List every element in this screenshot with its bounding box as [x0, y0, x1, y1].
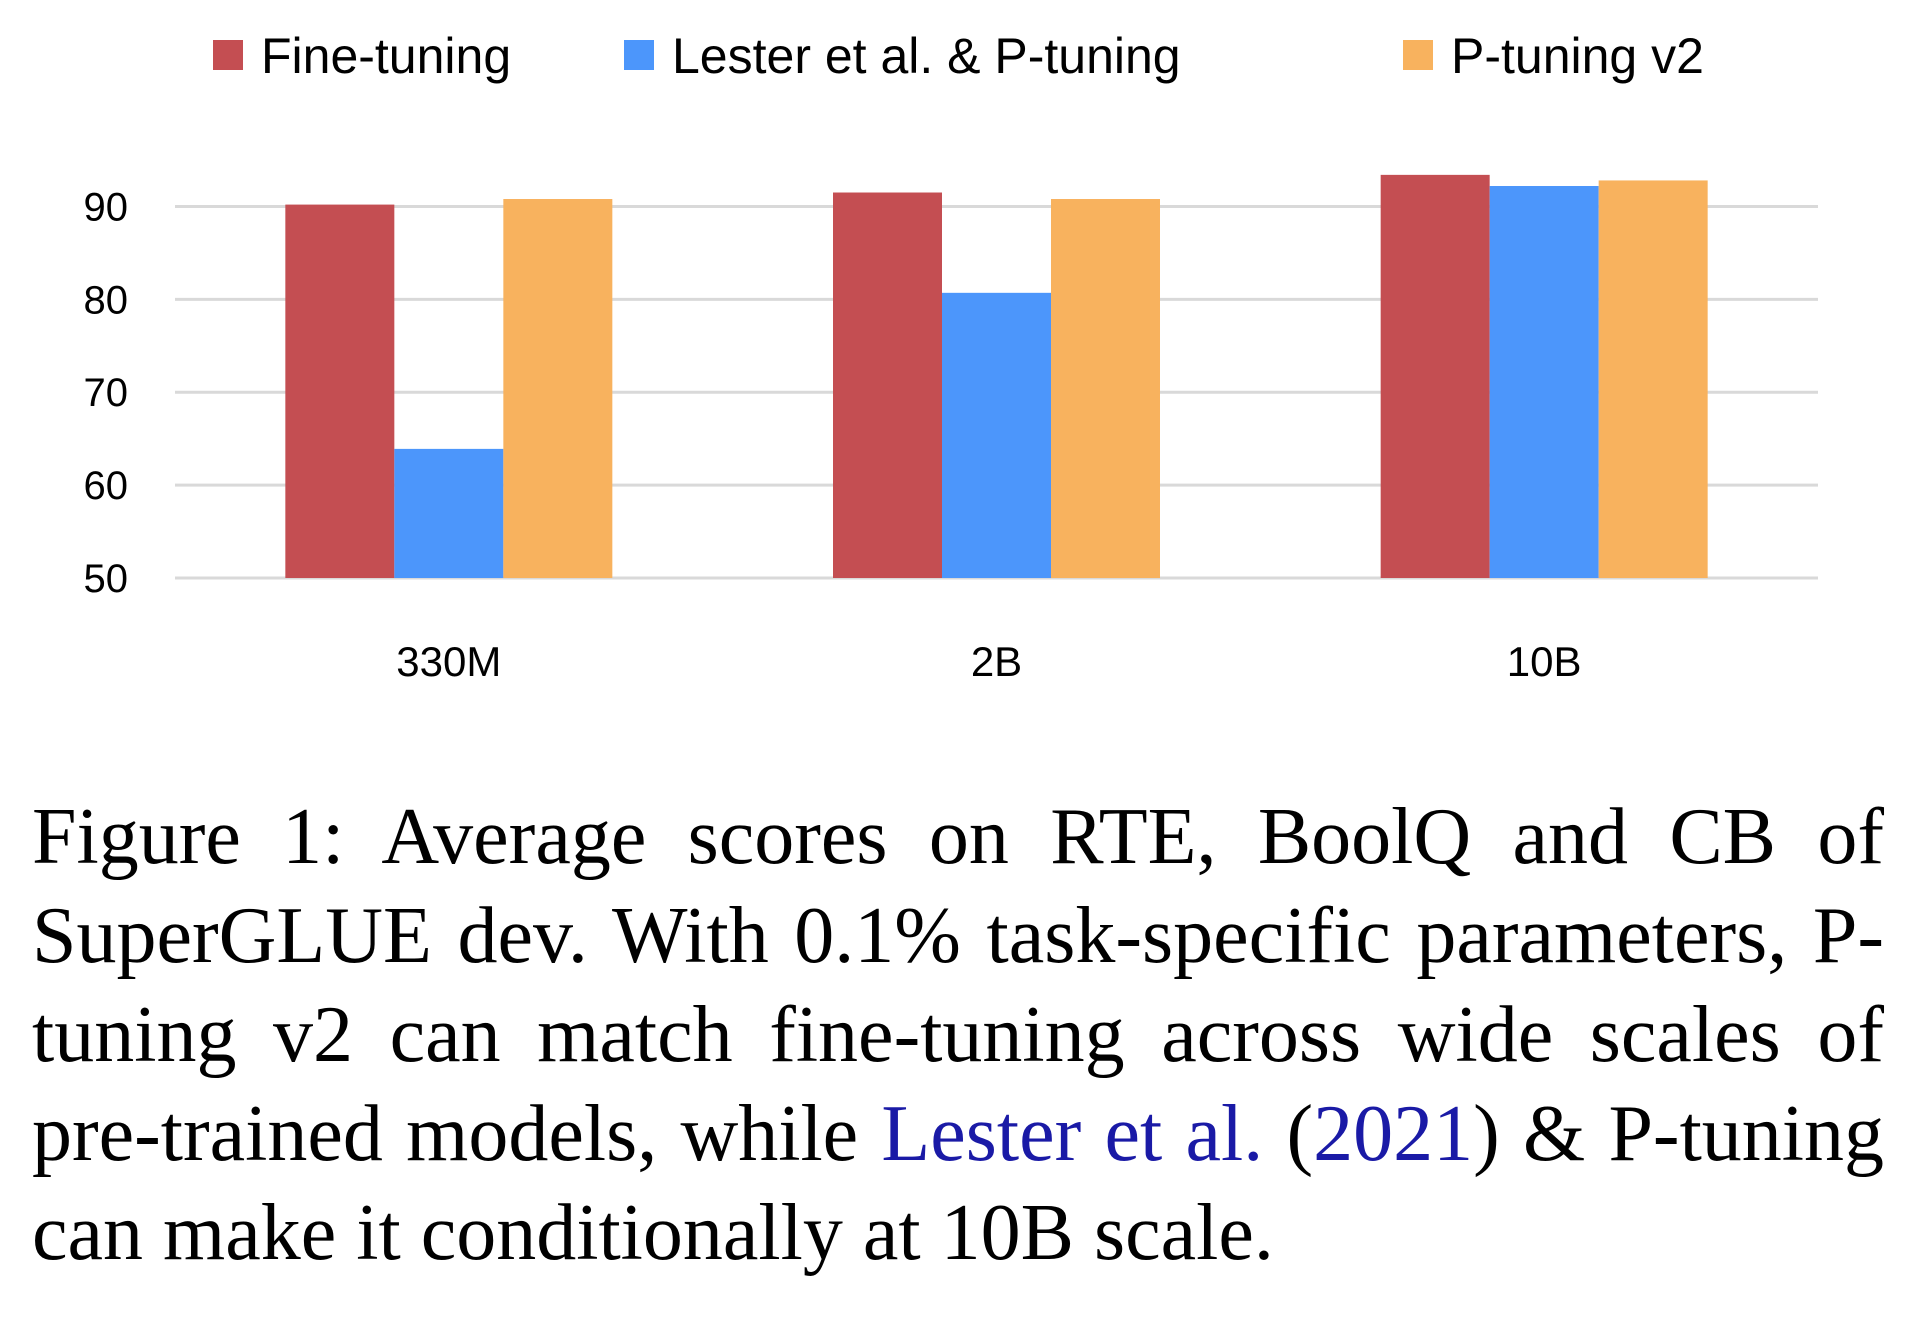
- citation-open-paren: (: [1286, 1090, 1314, 1178]
- figure-caption: Figure 1: Average scores on RTE, BoolQ a…: [32, 788, 1884, 1283]
- y-axis-ticks: 50 60 70 80 90: [84, 185, 129, 601]
- bars: [285, 174, 1708, 579]
- bar-p-tuning-v2-10b: [1598, 180, 1708, 579]
- bar-chart: Fine-tuning Lester et al. & P-tuning P-tun…: [84, 28, 1818, 685]
- y-tick-label: 50: [84, 557, 129, 601]
- bar-fine-tuning-2b: [833, 192, 942, 578]
- legend-swatch: [213, 40, 243, 70]
- bar-lester-et-al-p-tuning-330m: [394, 448, 504, 578]
- legend-swatch: [1403, 40, 1433, 70]
- bar-lester-et-al-p-tuning-2b: [942, 292, 1051, 578]
- legend-label: Lester et al. & P-tuning: [672, 28, 1181, 84]
- bar-fine-tuning-10b: [1380, 174, 1490, 578]
- citation-year-link[interactable]: 2021: [1313, 1090, 1474, 1178]
- x-category-label: 330M: [396, 638, 501, 685]
- legend-swatch: [624, 40, 654, 70]
- bar-lester-et-al-p-tuning-10b: [1489, 186, 1599, 578]
- x-axis-categories: 330M 2B 10B: [396, 638, 1581, 685]
- y-tick-label: 60: [84, 464, 129, 508]
- bar-p-tuning-v2-330m: [503, 199, 613, 578]
- legend-label: P-tuning v2: [1451, 28, 1704, 84]
- y-tick-label: 90: [84, 185, 129, 229]
- caption-text-1: Average scores on RTE, BoolQ and CB of S…: [32, 793, 1885, 1178]
- x-category-label: 2B: [971, 638, 1022, 685]
- y-tick-label: 80: [84, 278, 129, 322]
- chart-legend: Fine-tuning Lester et al. & P-tuning P-tun…: [213, 28, 1704, 84]
- caption-text-2: & P-tuning can make it conditionally at …: [32, 1090, 1885, 1277]
- bar-p-tuning-v2-2b: [1051, 199, 1160, 578]
- citation-close-paren: ): [1473, 1090, 1500, 1178]
- bar-fine-tuning-330m: [285, 204, 395, 578]
- legend-label: Fine-tuning: [261, 28, 511, 84]
- y-tick-label: 70: [84, 371, 129, 415]
- citation-author-link[interactable]: Lester et al.: [881, 1090, 1264, 1178]
- caption-label: Figure 1:: [32, 793, 345, 881]
- x-category-label: 10B: [1507, 638, 1582, 685]
